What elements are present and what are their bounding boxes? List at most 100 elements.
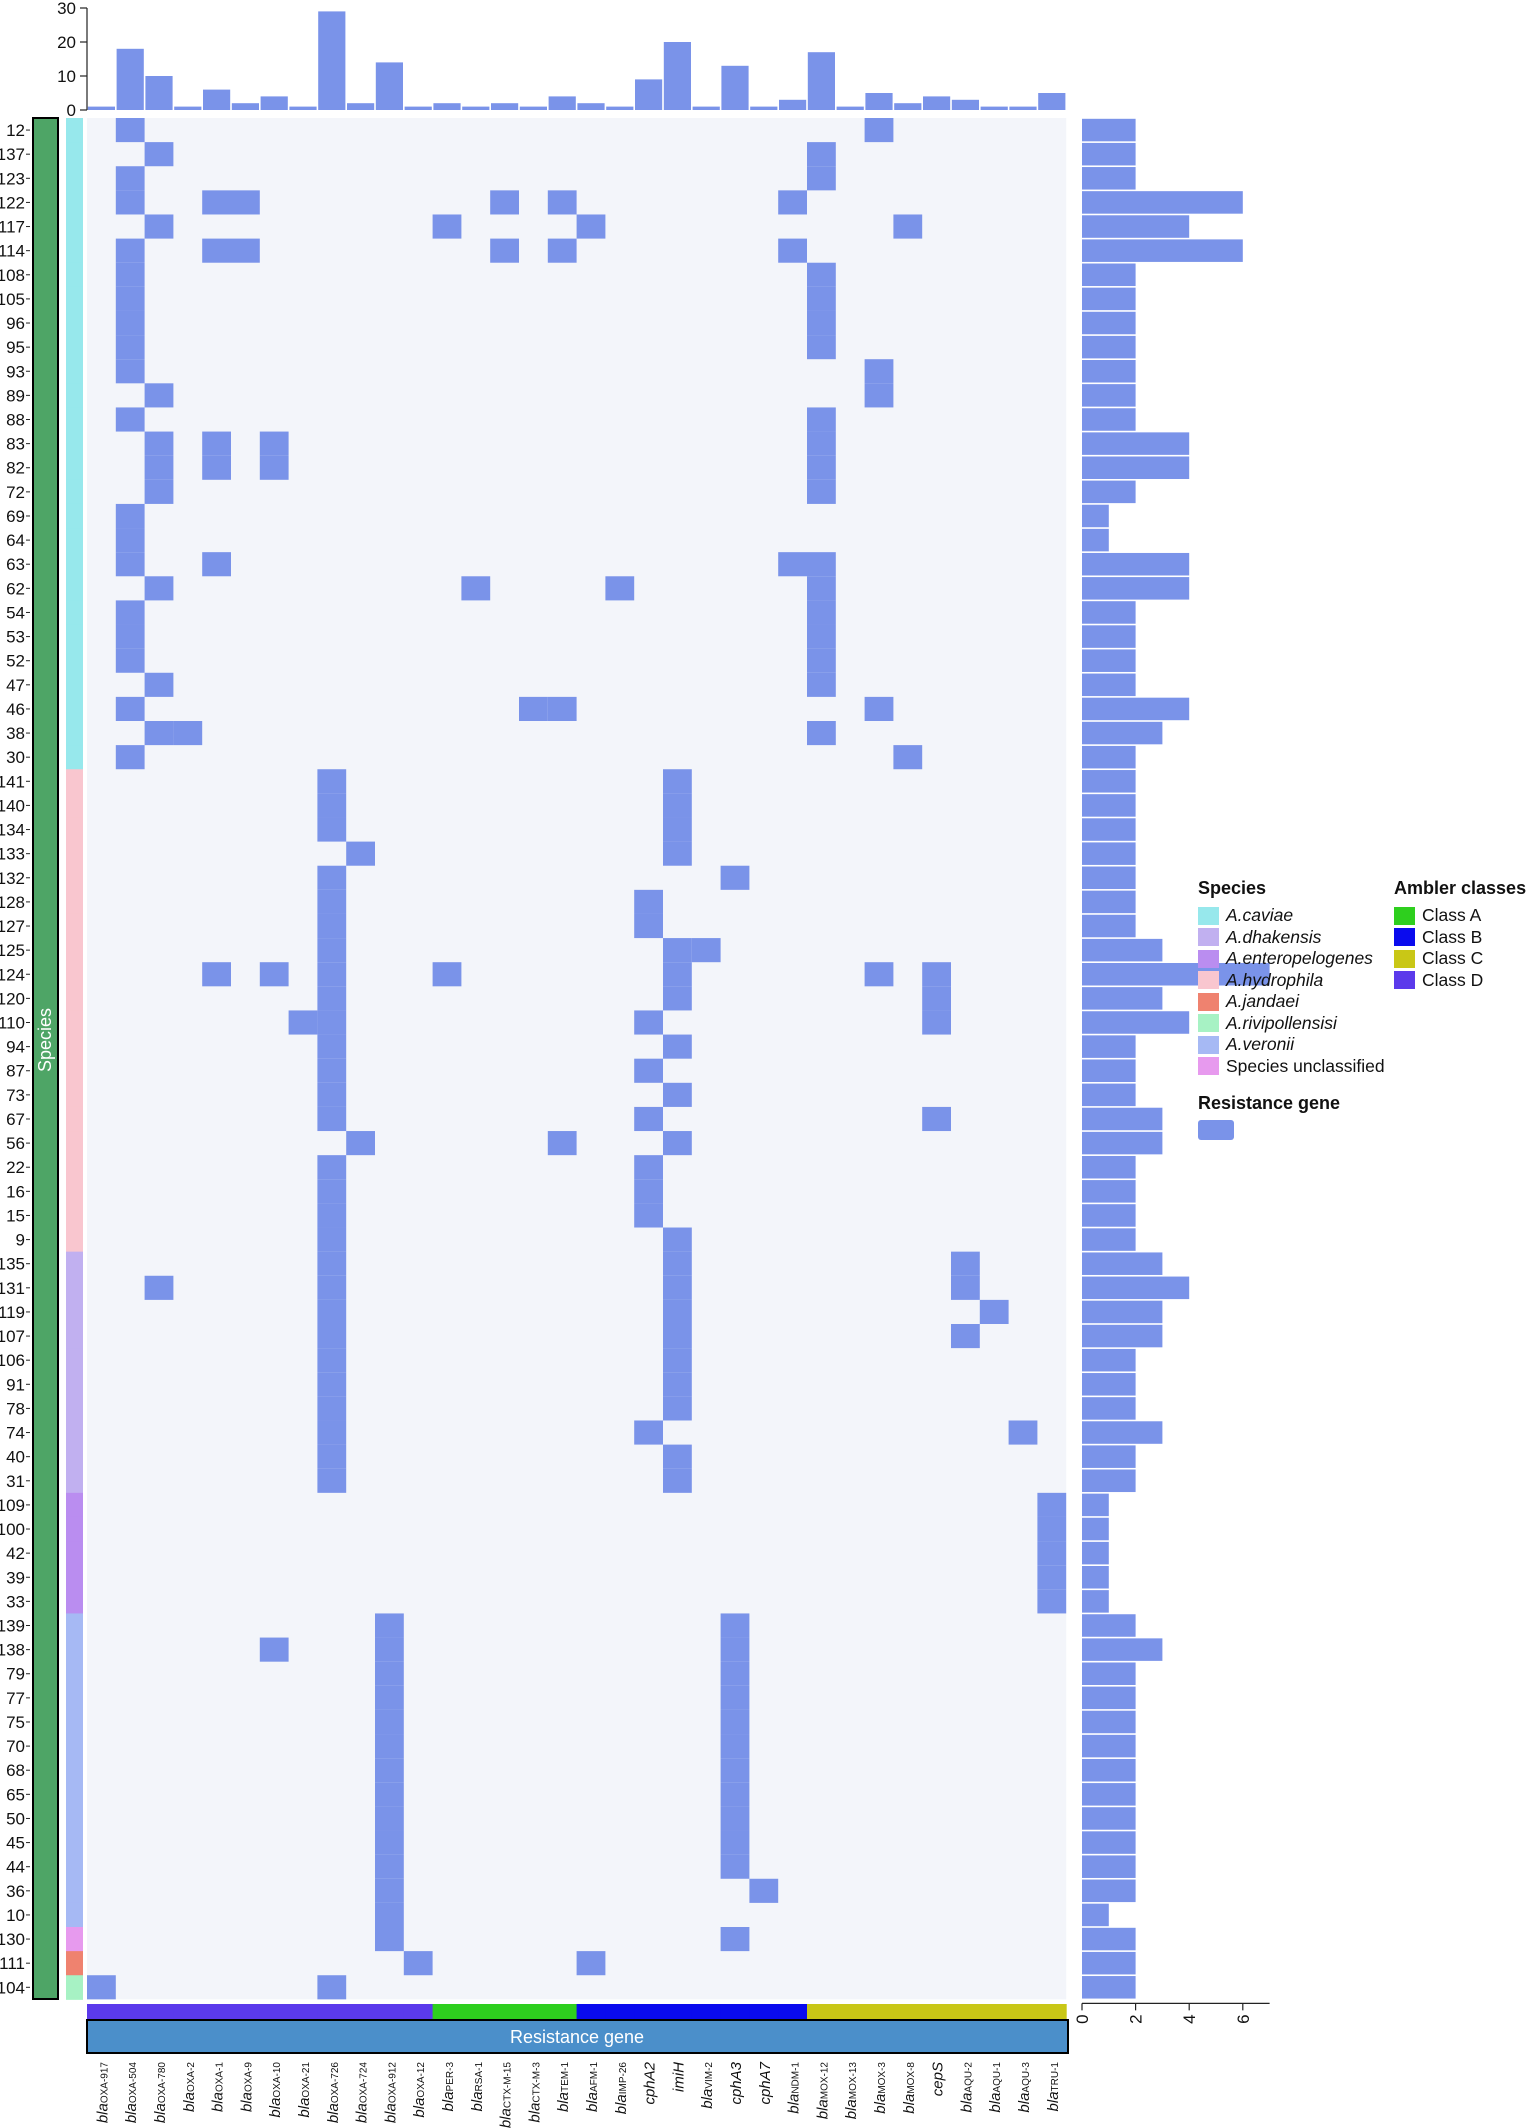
right-bar-110 xyxy=(1082,1011,1190,1034)
gene-label-subscript: TRU-1 xyxy=(1050,2062,1061,2092)
heatmap-cell-31-8 xyxy=(317,1468,347,1493)
gene-label-prefix: bla xyxy=(210,2092,227,2112)
heatmap-cell-108-1 xyxy=(115,262,145,287)
gene-label-4: blaOXA-1 xyxy=(210,2062,227,2112)
class-cell-15 xyxy=(519,2004,549,2021)
row-label-82: 82 xyxy=(6,459,25,478)
ambler-class-strip xyxy=(87,2004,1067,2021)
species-legend-item-unclassified: Species unclassified xyxy=(1198,1056,1385,1078)
row-label-133: 133 xyxy=(0,845,25,864)
species-cell-40 xyxy=(66,1444,83,1470)
row-label-42: 42 xyxy=(6,1544,25,1563)
species-legend-item-label: A.hydrophila xyxy=(1226,969,1324,990)
heatmap-cell-68-22 xyxy=(720,1758,750,1783)
heatmap-cell-63-1 xyxy=(115,552,145,577)
top-bar-17 xyxy=(577,103,605,110)
heatmap-body xyxy=(87,118,1067,2000)
top-axis-label-0: 0 xyxy=(67,101,76,120)
class-cell-0 xyxy=(87,2004,117,2021)
heatmap-cell-110-19 xyxy=(634,1010,663,1035)
class-cell-26 xyxy=(835,2004,866,2021)
heatmap-cell-16-19 xyxy=(634,1179,663,1204)
heatmap-cell-114-4 xyxy=(202,238,231,263)
heatmap-cell-15-19 xyxy=(634,1203,663,1228)
right-bar-111 xyxy=(1082,1951,1136,1975)
heatmap-cell-125-8 xyxy=(317,938,347,963)
heatmap-cell-122-24 xyxy=(778,190,807,215)
species-cell-95 xyxy=(66,335,83,360)
gene-label-prefix: bla xyxy=(382,2103,399,2123)
heatmap-cell-38-25 xyxy=(807,721,836,746)
gene-label-prefix: bla xyxy=(498,2108,515,2128)
heatmap-cell-140-20 xyxy=(663,793,692,818)
class-cell-3 xyxy=(173,2004,203,2021)
row-label-45: 45 xyxy=(6,1834,25,1853)
gene-label-prefix: bla xyxy=(958,2093,975,2113)
species-cell-39 xyxy=(66,1565,83,1590)
heatmap-cell-40-8 xyxy=(317,1444,347,1469)
right-bar-52 xyxy=(1082,649,1136,672)
heatmap-cell-72-2 xyxy=(144,479,174,504)
right-bar-119 xyxy=(1082,1300,1163,1324)
right-bar-106 xyxy=(1082,1348,1136,1372)
species-legend-item-label: A.dhakensis xyxy=(1226,926,1322,947)
class-cell-16 xyxy=(547,2004,578,2021)
class-cell-25 xyxy=(807,2004,837,2021)
heatmap-cell-82-4 xyxy=(202,455,231,480)
gene-label-subscript: MOX-3 xyxy=(877,2062,888,2094)
species-cell-82 xyxy=(66,455,83,481)
heatmap-cell-130-22 xyxy=(720,1927,750,1952)
species-cell-130 xyxy=(66,1927,83,1952)
gene-label-subscript: OXA-1 xyxy=(215,2062,226,2092)
right-bar-44 xyxy=(1082,1855,1136,1878)
heatmap-cell-131-30 xyxy=(951,1275,980,1300)
heatmap-cell-77-22 xyxy=(720,1685,750,1710)
heatmap-cell-36-10 xyxy=(375,1878,404,1903)
right-bar-130 xyxy=(1082,1927,1136,1951)
right-bar-40 xyxy=(1082,1445,1136,1468)
gene-label-subscript: OXA-780 xyxy=(157,2062,168,2104)
gene-label-prefix: cphA2 xyxy=(642,2061,659,2104)
class-legend-item-A: Class A xyxy=(1394,905,1526,927)
heatmap-cell-106-20 xyxy=(663,1348,692,1373)
gene-label-6: blaOXA-10 xyxy=(267,2062,284,2118)
heatmap-cell-67-29 xyxy=(922,1106,951,1132)
top-bar-23 xyxy=(750,106,778,110)
gene-label-prefix: bla xyxy=(296,2098,313,2118)
heatmap-cell-53-25 xyxy=(807,624,836,649)
heatmap-cell-70-22 xyxy=(720,1734,750,1759)
row-label-137: 137 xyxy=(0,145,25,164)
gene-label-subscript: AFM-1 xyxy=(589,2062,600,2092)
species-legend-item-label: A.jandaei xyxy=(1226,991,1299,1012)
right-bar-105 xyxy=(1082,287,1136,311)
heatmap-cell-93-1 xyxy=(115,359,145,384)
gene-label-prefix: cphA7 xyxy=(757,2061,774,2104)
gene-label-subscript: AQU-3 xyxy=(1021,2062,1032,2093)
species-cell-38 xyxy=(66,721,83,746)
right-bar-91 xyxy=(1082,1373,1136,1396)
row-label-95: 95 xyxy=(6,338,25,357)
heatmap-cell-77-10 xyxy=(375,1685,404,1710)
right-bar-16 xyxy=(1082,1180,1136,1203)
top-axis: 0 10 20 30 xyxy=(57,0,88,120)
top-bar-13 xyxy=(462,106,490,110)
class-cell-4 xyxy=(202,2004,232,2021)
right-bar-74 xyxy=(1082,1421,1163,1444)
gene-label-subscript: OXA-912 xyxy=(387,2062,398,2104)
species-cell-133 xyxy=(66,841,83,867)
right-bar-100 xyxy=(1082,1517,1109,1541)
row-label-53: 53 xyxy=(6,628,25,647)
class-cell-8 xyxy=(317,2004,347,2021)
heatmap-cell-30-28 xyxy=(893,745,923,770)
right-bar-108 xyxy=(1082,263,1136,287)
gene-label-prefix: bla xyxy=(267,2098,284,2118)
right-bar-54 xyxy=(1082,601,1136,624)
species-legend-item-swatch xyxy=(1198,971,1219,990)
class-cell-7 xyxy=(288,2004,318,2021)
gene-label-1: blaOXA-504 xyxy=(123,2062,140,2124)
heatmap-cell-54-25 xyxy=(807,600,836,625)
right-bar-128 xyxy=(1082,890,1136,914)
gene-label-prefix: bla xyxy=(411,2098,428,2118)
heatmap-cell-62-2 xyxy=(144,576,174,601)
